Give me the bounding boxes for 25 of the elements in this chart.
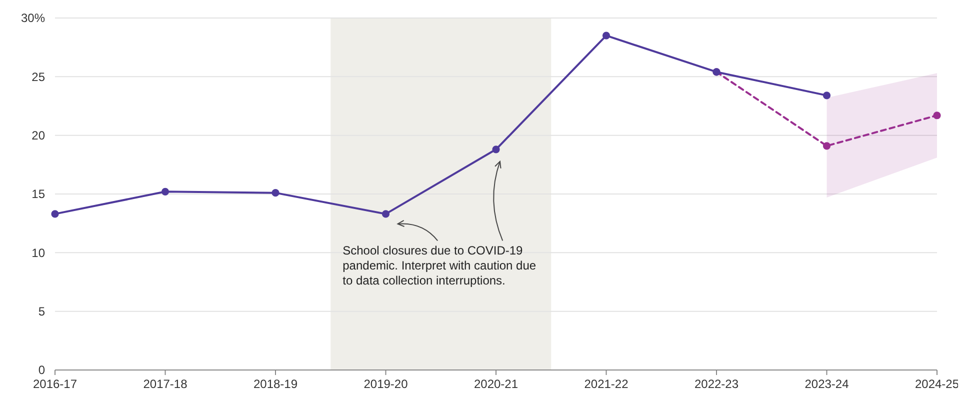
x-tick-label: 2016-17: [32, 377, 78, 391]
y-tick-label: 30%: [20, 11, 46, 26]
point: [382, 210, 390, 218]
y-tick-label: 20: [32, 128, 46, 143]
x-tick-label: 2017-18: [143, 377, 188, 391]
x-tick-label: 2022-23: [694, 377, 739, 391]
point: [822, 142, 831, 150]
x-tick-label: 2020-21: [474, 377, 518, 391]
x-tick-label: 2018-19: [253, 377, 298, 391]
y-tick-label: 5: [38, 304, 46, 319]
point: [51, 210, 59, 218]
point: [492, 146, 500, 154]
x-tick-label: 2019-20: [364, 377, 408, 391]
point: [933, 112, 941, 120]
x-tick-label: 2023-24: [804, 377, 850, 391]
point: [161, 188, 170, 196]
annotation: School closures due to COVID-19 pandemic. Interpret with caution due to data collection interruptions.: [342, 244, 536, 288]
y-tick-label: 25: [32, 70, 46, 84]
point: [272, 189, 280, 197]
point: [602, 32, 610, 40]
point: [822, 92, 831, 100]
y-tick-label: 15: [32, 187, 46, 202]
y-tick-label: 0: [38, 363, 46, 378]
y-tick-label: 10: [32, 246, 46, 260]
x-tick-label: 2021-22: [584, 377, 629, 391]
